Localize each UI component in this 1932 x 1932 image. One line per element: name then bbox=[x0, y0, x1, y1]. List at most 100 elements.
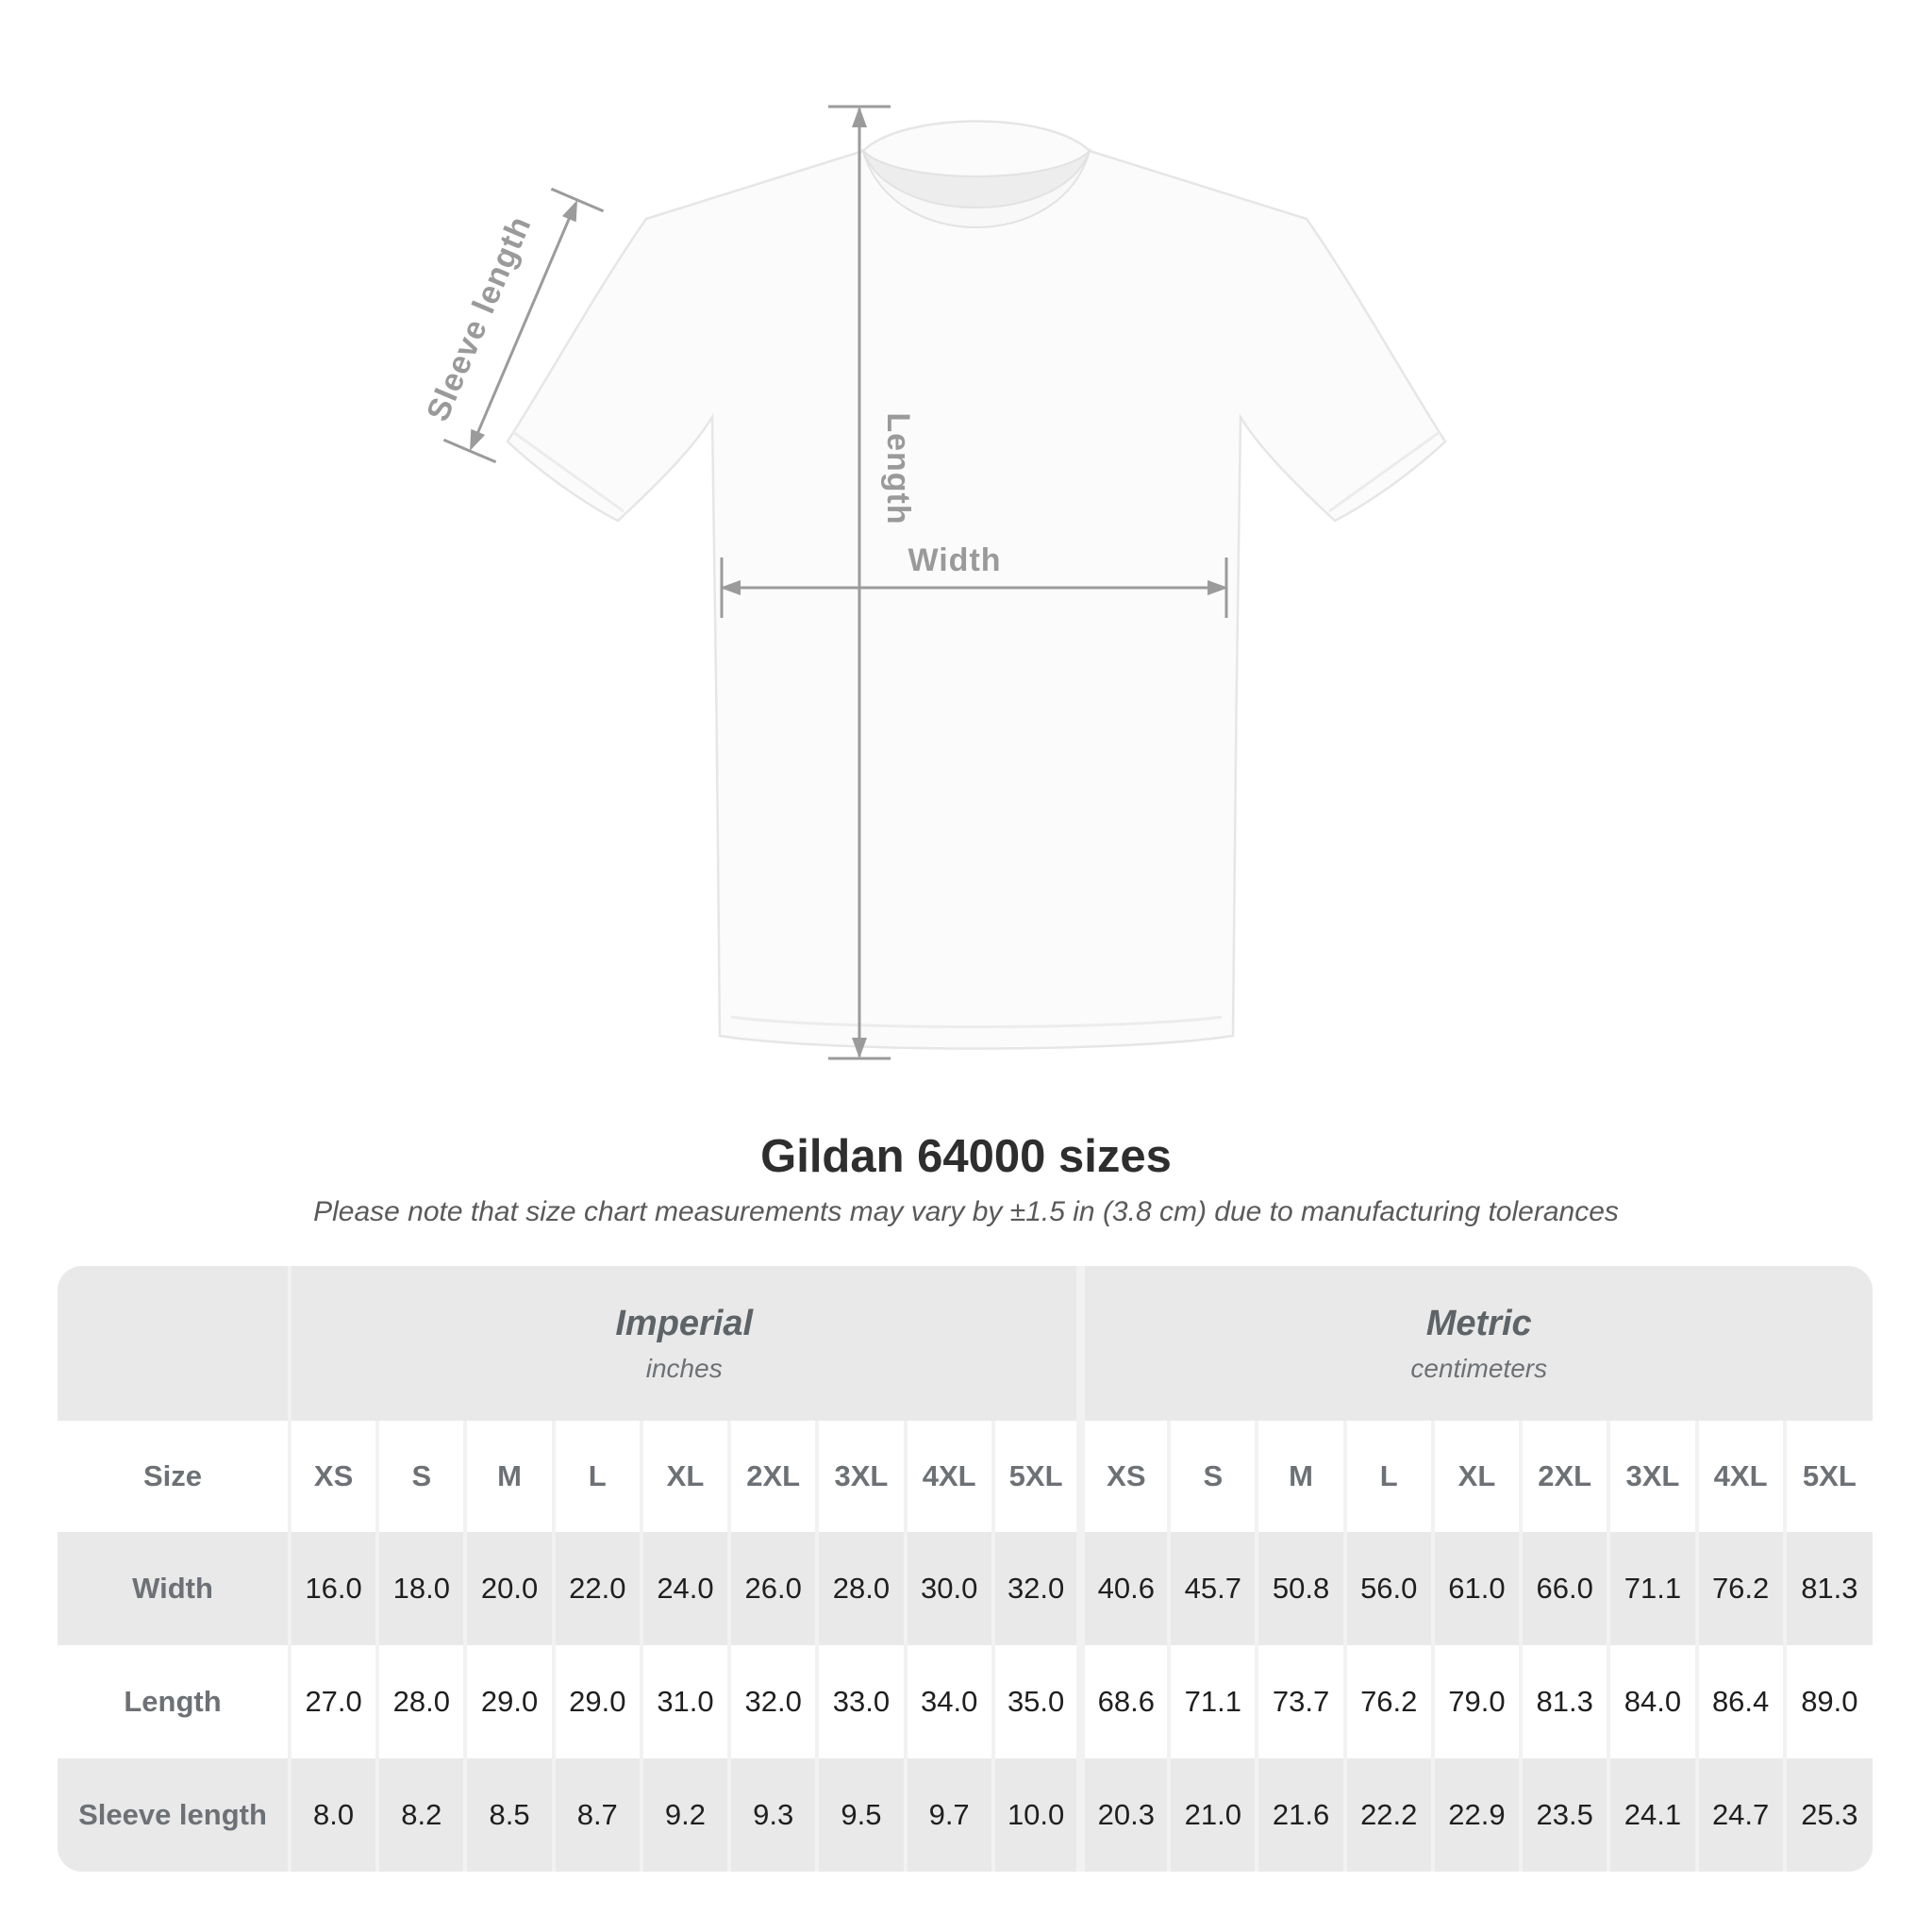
size-col-header: XS bbox=[1076, 1421, 1170, 1532]
size-col-header: 4XL bbox=[903, 1421, 993, 1532]
table-cell: 79.0 bbox=[1430, 1645, 1522, 1758]
size-col-header: XS bbox=[287, 1421, 378, 1532]
sleeve-tick-bottom bbox=[442, 438, 497, 464]
table-cell: 73.7 bbox=[1255, 1645, 1345, 1758]
table-cell: 21.0 bbox=[1167, 1758, 1257, 1872]
sleeve-arrow-top bbox=[561, 200, 577, 223]
table-cell: 31.0 bbox=[639, 1645, 730, 1758]
table-cell: 45.7 bbox=[1167, 1532, 1257, 1645]
imperial-label: Imperial bbox=[615, 1303, 754, 1343]
size-col-header: L bbox=[1342, 1421, 1433, 1532]
table-cell: 50.8 bbox=[1255, 1532, 1345, 1645]
table-cell: 20.0 bbox=[463, 1532, 554, 1645]
table-cell: 86.4 bbox=[1694, 1645, 1785, 1758]
size-col-header: 3XL bbox=[1607, 1421, 1697, 1532]
table-cell: 33.0 bbox=[815, 1645, 906, 1758]
table-cell: 10.0 bbox=[991, 1758, 1081, 1872]
size-col-header: 5XL bbox=[991, 1421, 1081, 1532]
table-cell: 8.0 bbox=[287, 1758, 378, 1872]
width-arrow-right bbox=[1208, 580, 1228, 595]
table-cell: 27.0 bbox=[287, 1645, 378, 1758]
size-col-header: XL bbox=[639, 1421, 730, 1532]
page-title: Gildan 64000 sizes bbox=[760, 1131, 1172, 1182]
table-cell: 8.2 bbox=[375, 1758, 466, 1872]
table-cell: 22.2 bbox=[1342, 1758, 1433, 1872]
table-cell: 9.7 bbox=[903, 1758, 993, 1872]
size-table-container: Imperial inches Metric centimeters Size … bbox=[58, 1266, 1873, 1872]
metric-unit: centimeters bbox=[1410, 1353, 1548, 1383]
size-header-row: Size XS S M L XL 2XL 3XL 4XL 5XL XS S M … bbox=[58, 1421, 1873, 1532]
length-arrow-top bbox=[852, 107, 867, 127]
table-cell: 28.0 bbox=[375, 1645, 466, 1758]
bottom-hem-seam bbox=[730, 1015, 1223, 1028]
table-cell: 18.0 bbox=[375, 1532, 466, 1645]
sleeve-seam-right bbox=[1328, 430, 1441, 513]
imperial-band-cell: Imperial inches bbox=[288, 1266, 1081, 1421]
sleeve-length-row: Sleeve length 8.0 8.2 8.5 8.7 9.2 9.3 9.… bbox=[58, 1758, 1873, 1872]
sleeve-length-label: Sleeve length bbox=[420, 210, 539, 426]
table-cell: 9.3 bbox=[727, 1758, 818, 1872]
table-cell: 29.0 bbox=[463, 1645, 554, 1758]
width-row: Width 16.0 18.0 20.0 22.0 24.0 26.0 28.0… bbox=[58, 1532, 1873, 1645]
table-cell: 32.0 bbox=[727, 1645, 818, 1758]
table-cell: 20.3 bbox=[1076, 1758, 1170, 1872]
table-cell: 40.6 bbox=[1076, 1532, 1170, 1645]
table-cell: 61.0 bbox=[1430, 1532, 1522, 1645]
table-cell: 9.5 bbox=[815, 1758, 906, 1872]
size-col-header: XL bbox=[1430, 1421, 1522, 1532]
table-cell: 26.0 bbox=[727, 1532, 818, 1645]
size-col-header: L bbox=[551, 1421, 641, 1532]
table-cell: 24.1 bbox=[1607, 1758, 1697, 1872]
row-label: Length bbox=[58, 1645, 290, 1758]
table-cell: 89.0 bbox=[1782, 1645, 1873, 1758]
table-cell: 76.2 bbox=[1694, 1532, 1785, 1645]
size-col-header: 2XL bbox=[727, 1421, 818, 1532]
table-cell: 16.0 bbox=[287, 1532, 378, 1645]
table-cell: 8.5 bbox=[463, 1758, 554, 1872]
size-col-header: S bbox=[375, 1421, 466, 1532]
unit-band-row: Imperial inches Metric centimeters bbox=[58, 1266, 1873, 1421]
shirt-body bbox=[506, 120, 1447, 1050]
table-cell: 23.5 bbox=[1519, 1758, 1609, 1872]
length-label: Length bbox=[880, 412, 916, 525]
table-cell: 8.7 bbox=[551, 1758, 641, 1872]
shirt-diagram: Length Width Sleeve length bbox=[420, 105, 1447, 1060]
table-cell: 24.0 bbox=[639, 1532, 730, 1645]
length-row: Length 27.0 28.0 29.0 29.0 31.0 32.0 33.… bbox=[58, 1645, 1873, 1758]
table-cell: 71.1 bbox=[1167, 1645, 1257, 1758]
width-arrow-left bbox=[720, 580, 741, 595]
table-cell: 21.6 bbox=[1255, 1758, 1345, 1872]
size-col-header: M bbox=[1255, 1421, 1345, 1532]
metric-band-cell: Metric centimeters bbox=[1076, 1266, 1873, 1421]
size-col-header: 4XL bbox=[1694, 1421, 1785, 1532]
table-cell: 29.0 bbox=[551, 1645, 641, 1758]
table-cell: 81.3 bbox=[1782, 1532, 1873, 1645]
table-cell: 71.1 bbox=[1607, 1532, 1697, 1645]
length-arrow-bottom bbox=[852, 1038, 867, 1058]
metric-label: Metric bbox=[1425, 1303, 1532, 1343]
row-label: Width bbox=[58, 1532, 290, 1645]
table-cell: 24.7 bbox=[1694, 1758, 1785, 1872]
collar-band bbox=[862, 150, 1091, 228]
width-label: Width bbox=[908, 542, 1001, 578]
sleeve-length-line bbox=[470, 203, 577, 448]
size-col-header: 3XL bbox=[815, 1421, 906, 1532]
table-cell: 9.2 bbox=[639, 1758, 730, 1872]
table-cell: 25.3 bbox=[1782, 1758, 1873, 1872]
sleeve-arrow-bottom bbox=[470, 428, 486, 451]
row-label: Sleeve length bbox=[58, 1758, 290, 1872]
table-cell: 28.0 bbox=[815, 1532, 906, 1645]
table-cell: 81.3 bbox=[1519, 1645, 1609, 1758]
size-header-cell: Size bbox=[58, 1421, 290, 1532]
size-col-header: 5XL bbox=[1782, 1421, 1873, 1532]
table-cell: 56.0 bbox=[1342, 1532, 1433, 1645]
sleeve-tick-top bbox=[550, 187, 605, 213]
imperial-unit: inches bbox=[645, 1353, 723, 1383]
table-cell: 66.0 bbox=[1519, 1532, 1609, 1645]
table-cell: 34.0 bbox=[903, 1645, 993, 1758]
table-cell: 84.0 bbox=[1607, 1645, 1697, 1758]
tolerance-note: Please note that size chart measurements… bbox=[313, 1196, 1619, 1227]
size-col-header: M bbox=[463, 1421, 554, 1532]
table-cell: 32.0 bbox=[991, 1532, 1081, 1645]
